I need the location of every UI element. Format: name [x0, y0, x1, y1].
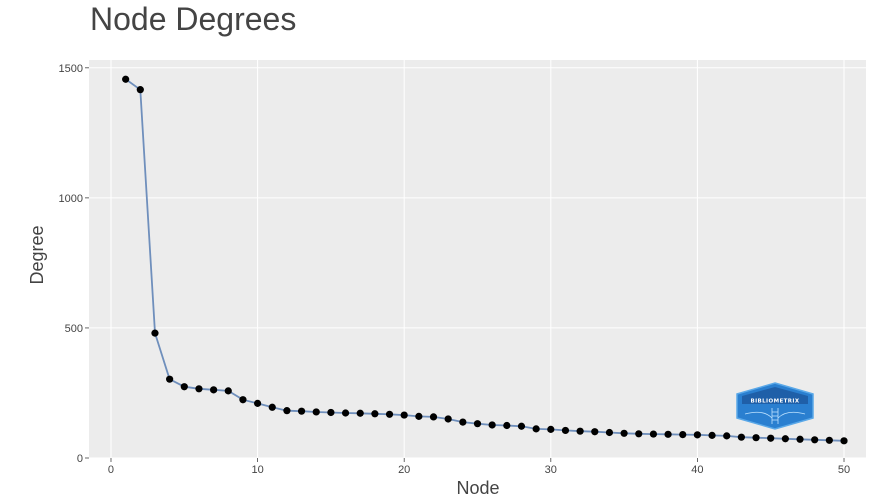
data-point — [796, 435, 804, 443]
data-point — [239, 396, 247, 404]
data-point — [708, 431, 716, 439]
y-axis-ticks: 0 500 1000 1500 — [59, 63, 89, 465]
y-axis-title: Degree — [27, 225, 47, 284]
data-point — [547, 425, 555, 433]
data-point — [444, 415, 452, 423]
data-point — [415, 412, 423, 420]
data-points — [122, 75, 848, 445]
x-tick-label: 30 — [545, 464, 557, 476]
data-point — [136, 86, 144, 94]
data-point — [737, 433, 745, 441]
data-point — [473, 420, 482, 428]
data-point — [400, 411, 408, 419]
data-point — [664, 430, 672, 438]
data-point — [781, 435, 789, 443]
x-tick-label: 40 — [691, 464, 703, 476]
data-point — [561, 426, 570, 435]
y-tick-label: 1500 — [59, 63, 83, 75]
data-point — [283, 407, 291, 415]
bibliometrix-logo: BIBLIOMETRIX — [736, 382, 814, 430]
data-point — [576, 427, 584, 435]
data-point — [210, 386, 218, 394]
x-tick-label: 10 — [251, 464, 263, 476]
y-tick-label: 0 — [77, 453, 83, 465]
logo-band — [742, 387, 808, 404]
data-point — [312, 408, 320, 416]
logo-text: BIBLIOMETRIX — [751, 399, 800, 405]
x-axis-title: Node — [456, 478, 499, 498]
y-tick-label: 1000 — [59, 193, 83, 205]
plot-background — [89, 60, 866, 458]
data-point — [224, 387, 232, 395]
data-point — [517, 422, 526, 430]
x-tick-label: 50 — [838, 464, 850, 476]
data-point — [268, 403, 276, 411]
data-point — [635, 430, 643, 438]
data-point — [327, 408, 335, 417]
data-point — [371, 410, 379, 418]
data-point — [488, 421, 496, 429]
data-point — [297, 407, 306, 415]
x-tick-label: 20 — [398, 464, 410, 476]
x-axis-ticks: 0 10 20 30 40 50 — [108, 458, 850, 476]
data-point — [341, 409, 350, 417]
data-point — [723, 432, 731, 440]
x-tick-label: 0 — [108, 464, 114, 476]
data-point — [180, 383, 188, 391]
data-point — [532, 425, 540, 433]
data-point — [253, 399, 262, 407]
data-point — [679, 430, 687, 439]
data-point — [825, 436, 833, 444]
data-point — [811, 436, 819, 444]
data-point — [767, 434, 775, 442]
data-point — [122, 75, 130, 83]
data-point — [752, 434, 760, 442]
data-point — [649, 430, 658, 438]
y-tick-label: 500 — [65, 323, 83, 335]
data-point — [840, 437, 848, 445]
data-point — [166, 375, 174, 383]
data-point — [693, 431, 702, 439]
data-point — [356, 409, 364, 417]
data-point — [459, 418, 467, 426]
data-point — [591, 428, 599, 436]
data-point — [429, 413, 438, 421]
data-point — [620, 429, 628, 437]
data-point — [195, 385, 203, 393]
data-point — [151, 329, 159, 337]
grid-lines — [89, 60, 866, 459]
chart-title: Node Degrees — [90, 1, 296, 37]
data-point — [605, 428, 614, 437]
logo-figure — [744, 408, 806, 424]
data-point — [503, 421, 511, 430]
data-point — [385, 410, 394, 418]
